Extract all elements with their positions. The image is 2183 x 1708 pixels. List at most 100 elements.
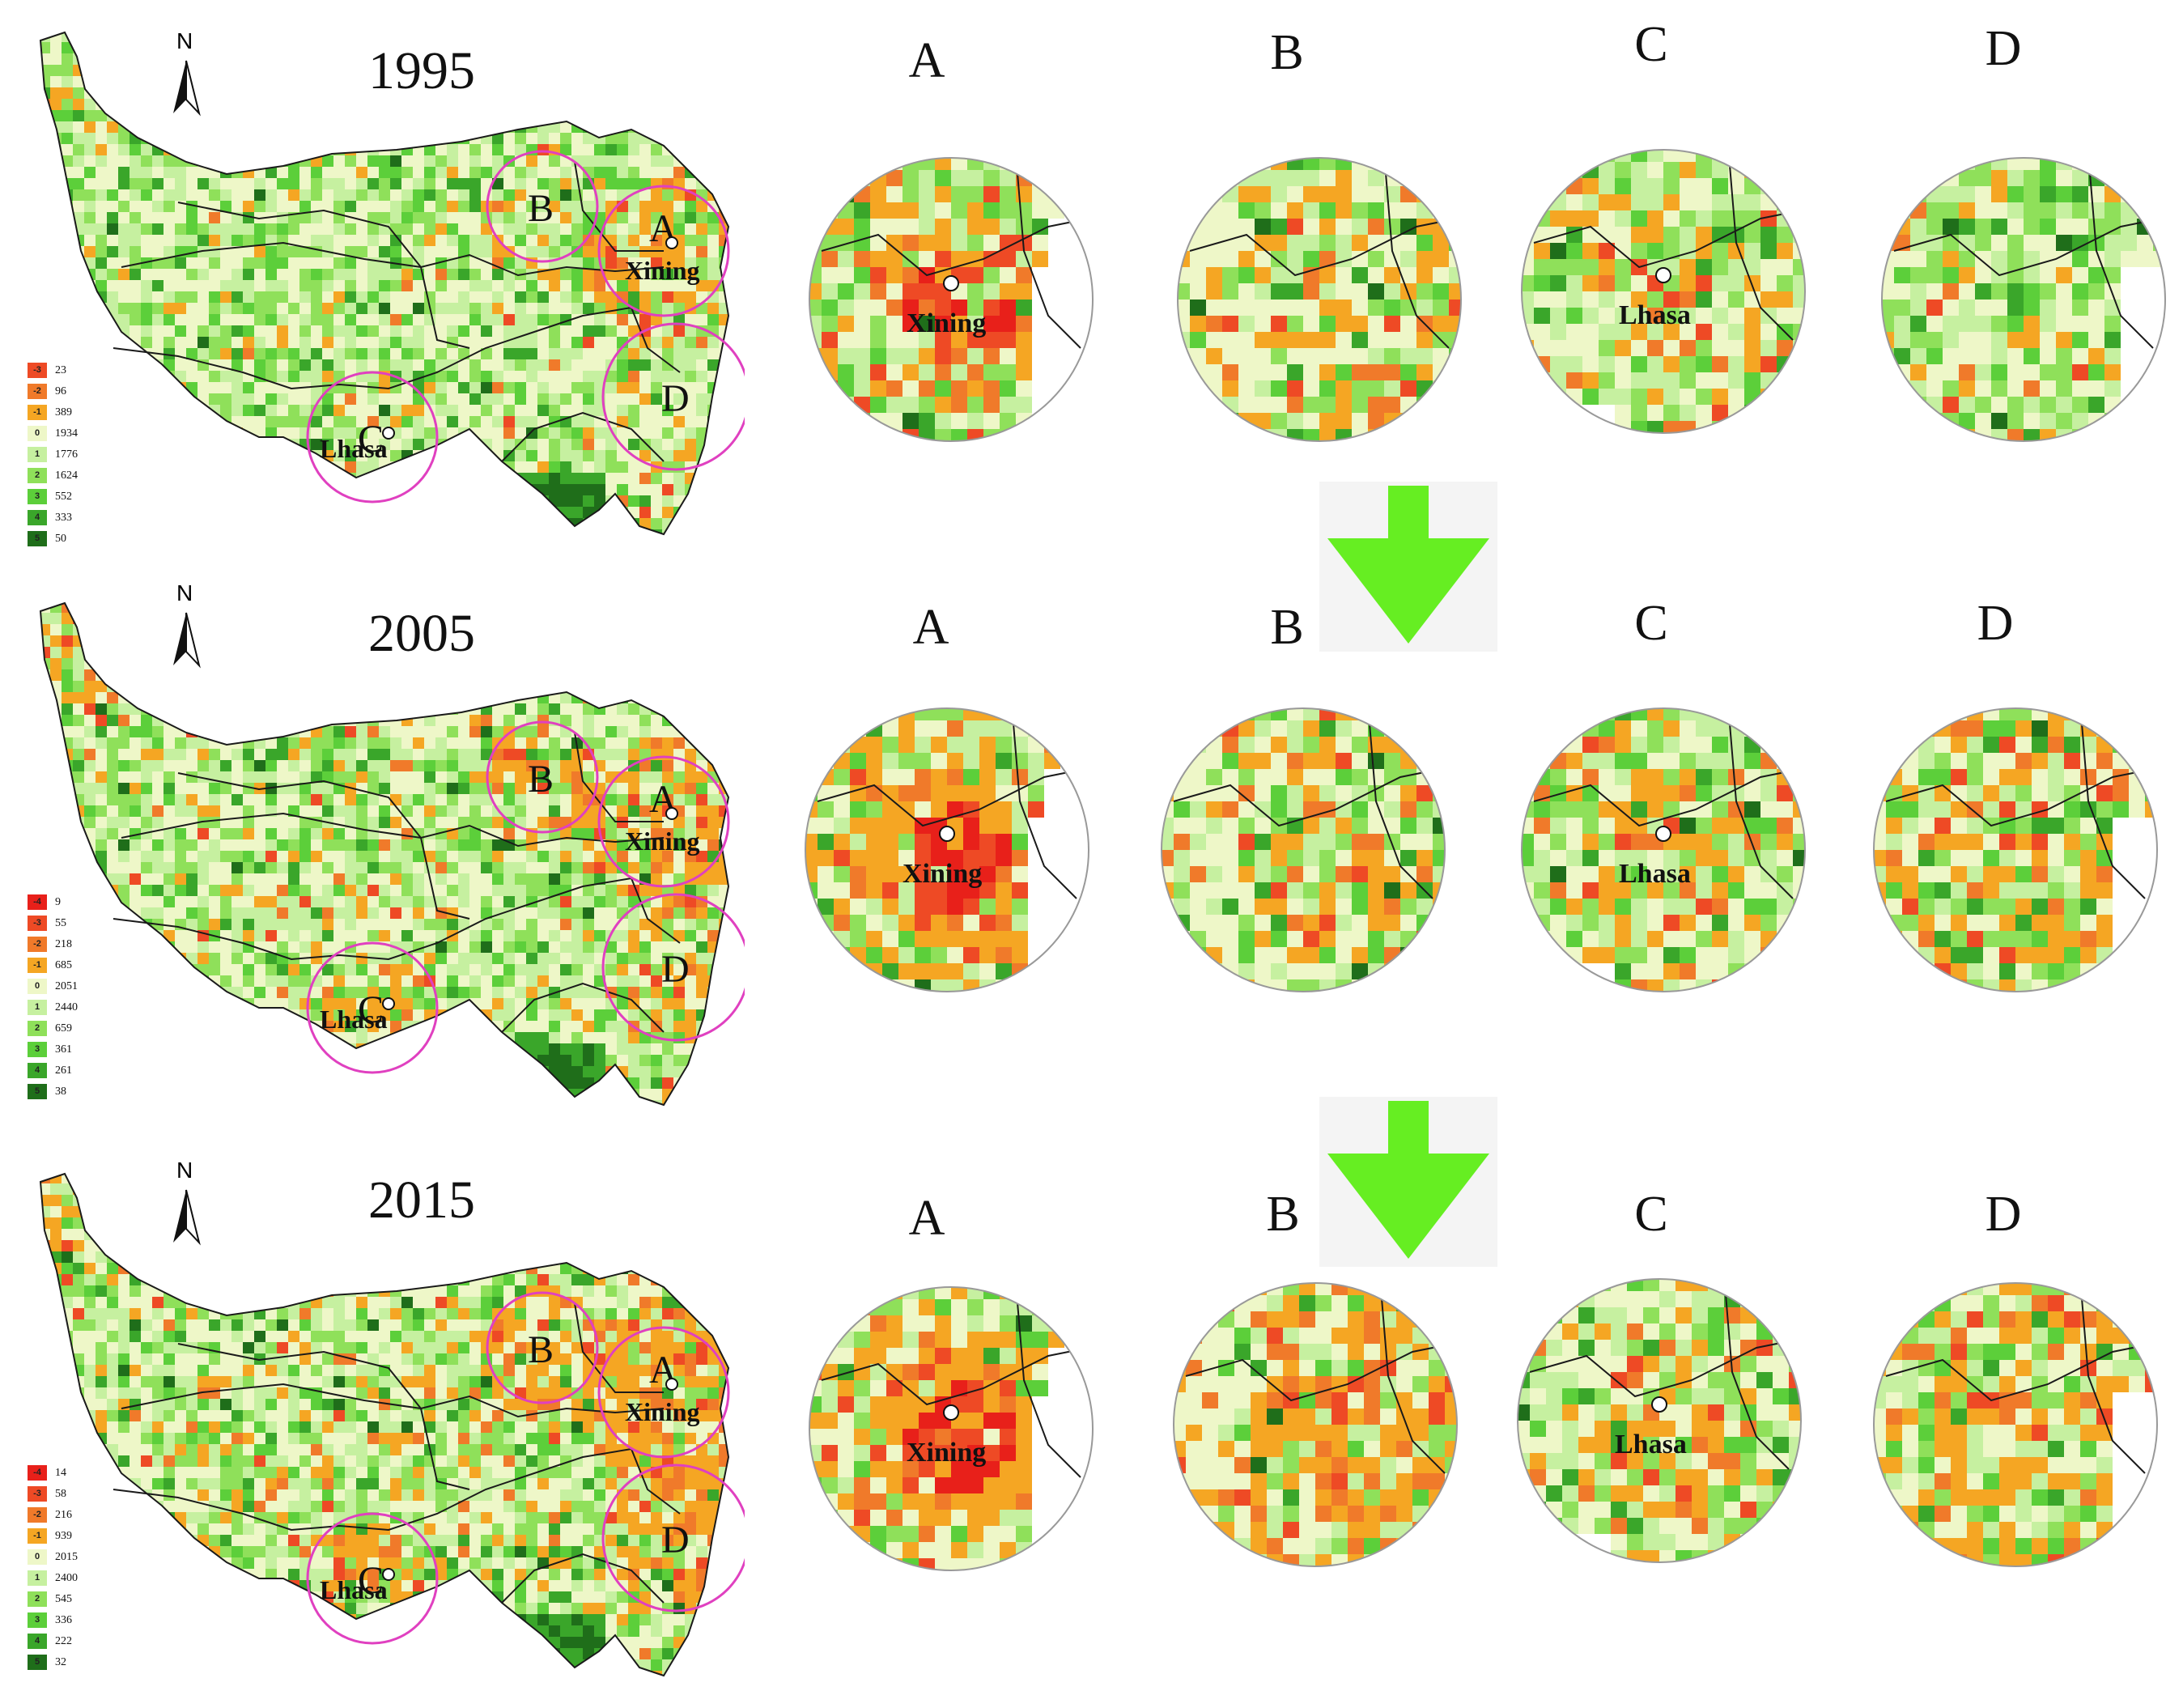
zoom-title-B: B [1255, 24, 1319, 82]
down-arrow-icon [1319, 1097, 1497, 1267]
zoom-city-label: Xining [907, 308, 986, 338]
zoom-cells [801, 704, 1093, 996]
zoom-title-A: A [898, 599, 963, 656]
legend-swatch: -3 [28, 363, 47, 378]
city-label-xining: Xining [625, 256, 699, 285]
city-marker-icon [666, 237, 677, 249]
city-marker-icon [1652, 1397, 1667, 1412]
zoom-title-D: D [1963, 595, 2028, 652]
region-label-b: B [528, 758, 554, 801]
zoom-cells [1870, 1279, 2161, 1570]
zoom-circle-D [1870, 704, 2161, 996]
legend-swatch: -1 [28, 405, 47, 420]
legend-swatch: 1 [28, 1570, 47, 1586]
zoom-circle-C: Lhasa [1514, 1275, 1805, 1566]
legend-item: -4 9 [28, 894, 173, 910]
legend-swatch: -2 [28, 384, 47, 399]
zoom-cells [1878, 154, 2169, 445]
legend-swatch: 2 [28, 468, 47, 483]
legend-count: 389 [55, 405, 72, 420]
legend-count: 685 [55, 958, 72, 973]
legend-swatch: -1 [28, 958, 47, 973]
zoom-cells [1157, 704, 1449, 996]
legend-count: 261 [55, 1063, 72, 1078]
legend-count: 38 [55, 1084, 66, 1099]
zoom-title-C: C [1619, 16, 1684, 74]
legend-item: -2 216 [28, 1507, 173, 1523]
zoom-circle-C: Lhasa [1518, 146, 1809, 437]
zoom-title-B: B [1255, 599, 1319, 656]
legend-swatch: 4 [28, 510, 47, 525]
zoom-cells [1514, 1275, 1805, 1566]
zoom-cells [805, 1283, 1097, 1574]
legend-count: 333 [55, 510, 72, 525]
legend-count: 9 [55, 894, 61, 910]
zoom-title-C: C [1619, 1186, 1684, 1243]
zoom-title-B: B [1251, 1186, 1315, 1243]
legend-item: -1 685 [28, 958, 173, 973]
down-arrow-icon [1319, 482, 1497, 652]
zoom-city-label: Xining [903, 859, 982, 889]
legend-swatch: -4 [28, 894, 47, 910]
legend-swatch: 0 [28, 979, 47, 994]
zoom-title-A: A [894, 1190, 959, 1247]
legend-swatch: -1 [28, 1528, 47, 1544]
north-arrow-icon: N [162, 1158, 210, 1247]
zoom-circle-A: Xining [801, 704, 1093, 996]
legend-swatch: 2 [28, 1591, 47, 1607]
legend-swatch: 3 [28, 1612, 47, 1628]
region-label-d: D [661, 1519, 690, 1561]
north-arrow-icon: N [162, 580, 210, 669]
legend-swatch: -2 [28, 1507, 47, 1523]
city-label-xining: Xining [625, 826, 699, 856]
city-label-lhasa: Lhasa [320, 1575, 388, 1604]
legend-swatch: -2 [28, 937, 47, 952]
city-label-lhasa: Lhasa [320, 1005, 388, 1034]
zoom-circle-A: Xining [805, 1283, 1097, 1574]
legend-count: 361 [55, 1042, 72, 1057]
legend-item: -3 23 [28, 363, 173, 378]
region-label-b: B [528, 187, 554, 230]
region-label-b: B [528, 1328, 554, 1371]
legend-swatch: 5 [28, 1655, 47, 1670]
legend-count: 23 [55, 363, 66, 378]
city-label-xining: Xining [625, 1397, 699, 1426]
legend-swatch: 4 [28, 1634, 47, 1649]
legend-count: 216 [55, 1507, 72, 1523]
legend-count: 55 [55, 916, 66, 931]
zoom-circle-D [1878, 154, 2169, 445]
legend-swatch: -3 [28, 1486, 47, 1502]
city-marker-icon [666, 808, 677, 819]
zoom-title-D: D [1971, 20, 2036, 78]
legend-count: 659 [55, 1021, 72, 1036]
year-title: 1995 [368, 40, 475, 102]
zoom-cells [1174, 154, 1465, 445]
legend-count: 1776 [55, 447, 78, 462]
zoom-cells [1518, 146, 1809, 437]
year-title: 2015 [368, 1170, 475, 1231]
legend-swatch: 1 [28, 447, 47, 462]
zoom-cells [1518, 704, 1809, 996]
city-marker-icon [944, 1405, 958, 1420]
region-label-d: D [661, 948, 690, 991]
zoom-city-label: Lhasa [1619, 300, 1691, 330]
legend-count: 2440 [55, 1000, 78, 1015]
